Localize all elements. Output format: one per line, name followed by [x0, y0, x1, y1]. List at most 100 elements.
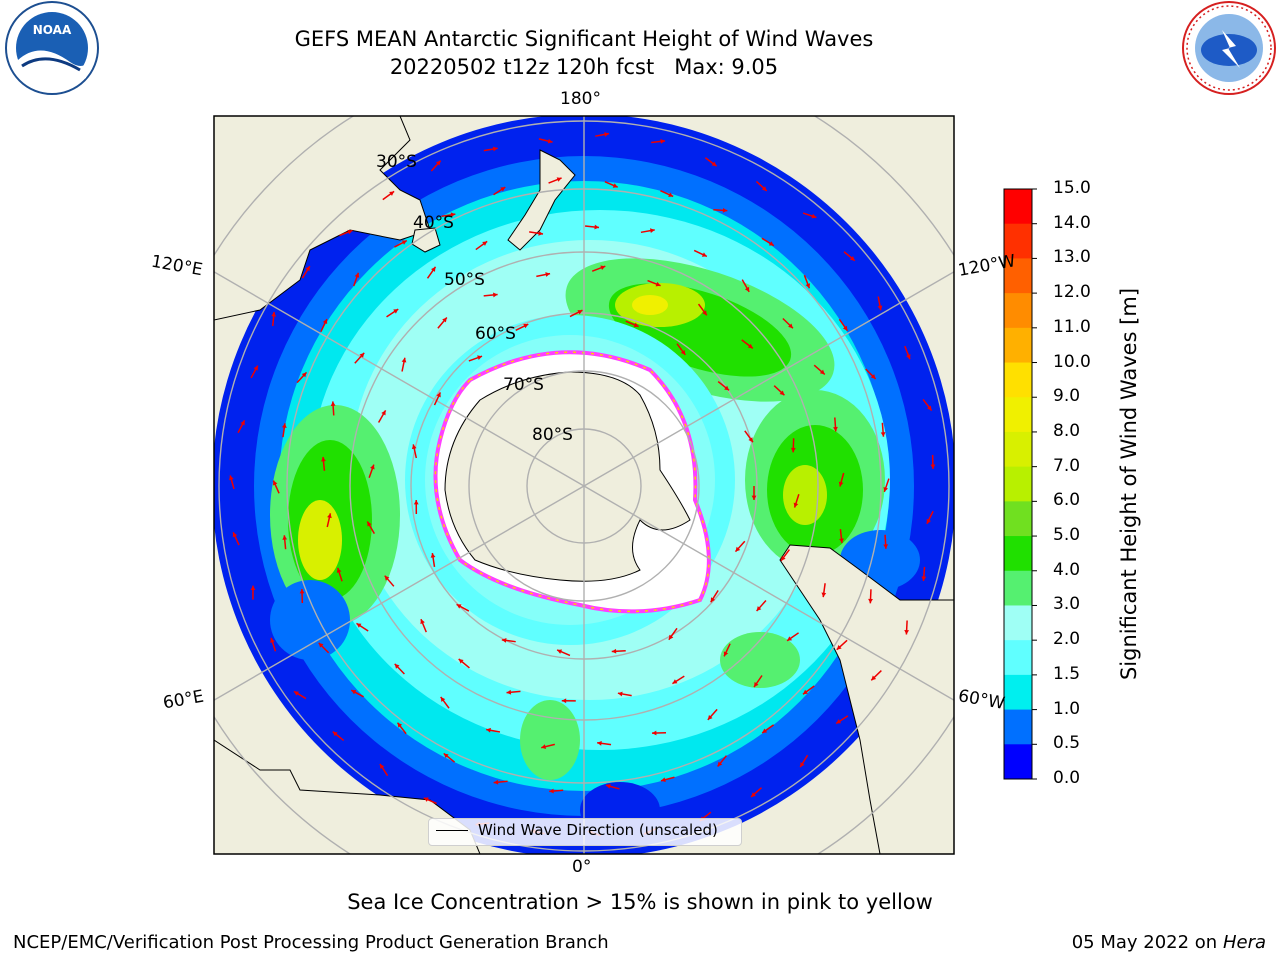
wave-direction-arrowhead	[556, 177, 562, 182]
wave-direction-arrowhead	[600, 265, 606, 271]
colorbar-segment	[1004, 223, 1032, 259]
colorbar-segment	[1004, 466, 1032, 502]
colorbar	[1003, 188, 1037, 780]
wave-direction-arrowhead	[838, 481, 844, 487]
wave-direction-arrowhead	[351, 690, 357, 695]
wave-direction-arrowhead	[523, 323, 529, 329]
legend-line-swatch	[436, 830, 468, 831]
wave-direction-arrowhead	[435, 160, 441, 166]
wave-direction-arrowhead	[751, 792, 756, 797]
wave-direction-arrowhead	[604, 132, 609, 137]
wave-direction-arrowhead	[305, 266, 310, 272]
wave-direction-arrowhead	[577, 310, 583, 315]
wave-direction-arrowhead	[389, 191, 395, 196]
colorbar-tick-label: 0.5	[1053, 733, 1081, 754]
colorbar-tick-label: 8.0	[1053, 420, 1081, 441]
colorbar-label: Significant Height of Wind Waves [m]	[1117, 287, 1141, 681]
colorbar-segment	[1004, 258, 1032, 294]
wave-direction-arrowhead	[557, 649, 563, 654]
wave-direction-arrowhead	[762, 728, 768, 733]
wave-direction-arrowhead	[781, 555, 786, 561]
wave-direction-arrowhead	[506, 689, 512, 695]
lat-label-30s: 30°S	[376, 152, 417, 172]
wave-direction-arrowhead	[617, 691, 623, 697]
wave-direction-arrowhead	[880, 432, 886, 437]
wave-direction-arrowhead	[921, 576, 927, 581]
wave-direction-arrowhead	[293, 691, 299, 696]
wave-direction-arrowhead	[839, 538, 844, 544]
noaa-logo: NOAA	[5, 1, 99, 95]
wave-direction-arrowhead	[356, 623, 362, 628]
wave-direction-arrowhead	[751, 495, 757, 500]
wave-direction-arrowhead	[870, 374, 876, 379]
wave-direction-arrowhead	[549, 788, 554, 794]
wave-direction-arrowhead	[594, 224, 600, 230]
colorbar-tick-label: 6.0	[1053, 490, 1081, 511]
wave-direction-arrowhead	[456, 604, 462, 609]
colorbar-segment	[1004, 327, 1032, 364]
wave-direction-arrowhead	[282, 535, 288, 540]
wave-direction-arrowhead	[493, 292, 498, 298]
lon-label-180: 180°	[560, 89, 601, 109]
lat-label-80s: 80°S	[532, 425, 573, 445]
colorbar-segment	[1004, 605, 1032, 641]
wave-direction-arrowhead	[393, 309, 399, 314]
wave-direction-arrowhead	[370, 464, 375, 470]
wave-direction-arrowhead	[486, 727, 491, 733]
wave-direction-arrowhead	[710, 597, 716, 603]
wave-direction-arrowhead	[597, 740, 602, 746]
wave-direction-arrowhead	[271, 311, 277, 317]
wave-direction-arrowhead	[442, 317, 447, 323]
colorbar-tick-label: 5.0	[1053, 525, 1081, 546]
wave-direction-arrowhead	[301, 372, 307, 378]
wave-direction-arrowhead	[458, 659, 464, 664]
wave-direction-arrowhead	[327, 513, 332, 519]
colorbar-tick-label: 14.0	[1053, 212, 1091, 233]
wave-direction-arrowhead	[611, 648, 617, 654]
wave-direction-arrowhead	[413, 499, 419, 505]
colorbar-segment	[1004, 293, 1032, 329]
colorbar-segment	[1004, 744, 1032, 780]
wave-direction-arrowhead	[800, 762, 805, 768]
wave-direction-arrowhead	[270, 637, 275, 643]
wave-direction-arrowhead	[477, 355, 483, 360]
colorbar-tick-label: 13.0	[1053, 247, 1091, 268]
map-border	[213, 115, 955, 855]
footer-date: 05 May 2022 on Hera	[1072, 932, 1266, 953]
lat-label-70s: 70°S	[503, 375, 544, 395]
wave-direction-arrowhead	[240, 420, 245, 426]
title-line-2: 20220502 t12z 120h fcst Max: 9.05	[389, 55, 779, 79]
wave-direction-arrowhead	[633, 322, 639, 328]
wave-direction-arrowhead	[482, 241, 488, 246]
wave-direction-arrowhead	[680, 349, 686, 355]
wave-direction-arrowhead	[849, 256, 855, 261]
wave-direction-arrowhead	[668, 634, 674, 640]
wave-direction-arrowhead	[330, 401, 336, 406]
wave-direction-arrowhead	[430, 553, 436, 558]
wave-direction-arrowhead	[904, 629, 910, 635]
wave-direction-arrowhead	[871, 675, 877, 681]
colorbar-tick-label: 12.0	[1053, 282, 1091, 303]
wave-direction-arrowhead	[707, 714, 713, 720]
colorbar-tick-label: 11.0	[1053, 316, 1091, 337]
wave-direction-arrowhead	[906, 354, 911, 360]
colorbar-tick-label: 3.0	[1053, 594, 1081, 615]
wave-direction-arrowhead	[423, 797, 429, 802]
colorbar-segment	[1004, 397, 1032, 433]
wave-direction-arrowhead	[711, 161, 717, 167]
wave-direction-arrowhead	[833, 426, 838, 432]
wave-direction-arrowhead	[756, 606, 762, 611]
wave-direction-arrowhead	[397, 722, 403, 728]
wave-direction-arrowhead	[420, 619, 425, 625]
wave-direction-arrowhead	[332, 731, 338, 737]
wave-direction-arrowhead	[501, 638, 507, 643]
wave-direction-arrowhead	[500, 187, 506, 192]
colorbar-tick-label: 1.0	[1053, 698, 1081, 719]
wave-direction-arrowhead	[493, 779, 499, 785]
wave-direction-arrowhead	[232, 532, 238, 538]
wave-direction-arrowhead	[805, 283, 811, 289]
wave-direction-arrowhead	[926, 518, 932, 524]
wave-direction-arrowhead	[724, 385, 730, 391]
legend-label: Wind Wave Direction (unscaled)	[478, 821, 718, 839]
